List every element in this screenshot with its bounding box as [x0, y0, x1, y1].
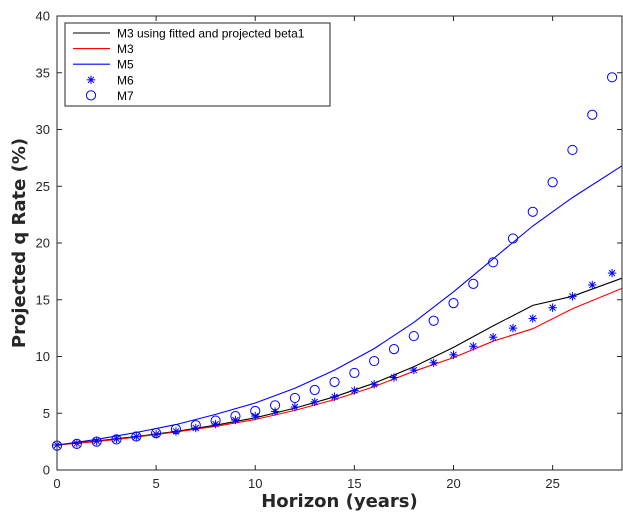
y-tick-label: 30	[36, 122, 50, 137]
series-m7-point	[448, 298, 459, 309]
series-m6-point	[528, 314, 537, 323]
series-m6-point	[429, 358, 438, 367]
series-m6-point	[409, 365, 419, 375]
series-m6-point	[310, 397, 319, 407]
y-axis-label: Projected q Rate (%)	[9, 138, 30, 348]
series-m6-point	[350, 386, 359, 395]
legend-label: M6	[117, 73, 134, 87]
series-m6-point	[588, 280, 597, 290]
series-m7-point	[547, 177, 558, 188]
series-m7-point	[289, 392, 300, 404]
series-m7-point	[369, 355, 380, 367]
y-tick-label: 35	[36, 65, 50, 80]
series-m7-point	[190, 420, 201, 431]
series-m6-point	[548, 303, 557, 312]
series-m7-point	[349, 367, 360, 379]
legend-entry-m7: M7	[85, 89, 134, 103]
x-tick-label: 0	[53, 476, 60, 491]
series-m6-point	[72, 439, 82, 448]
series-m6-point	[151, 430, 161, 439]
y-tick-label: 15	[36, 292, 50, 307]
series-m6-point	[568, 292, 577, 301]
series-m6-point	[449, 350, 458, 359]
series-m6-point	[171, 427, 181, 436]
legend-label: M3 using fitted and projected beta1	[117, 27, 305, 41]
series-m7-point	[587, 109, 598, 120]
series-m6-point	[508, 323, 518, 333]
series-m7-point	[309, 384, 320, 396]
series-m7-point	[388, 344, 400, 355]
series-m7-point	[91, 436, 102, 447]
x-axis-label: Horizon (years)	[261, 491, 418, 512]
series-m6-point	[132, 432, 141, 441]
series-m7-point	[428, 315, 439, 326]
legend-swatch	[86, 75, 96, 84]
y-tick-label: 25	[36, 179, 50, 194]
x-tick-label: 15	[347, 476, 361, 491]
series-m6-point	[389, 373, 399, 382]
legend-label: M3	[117, 42, 134, 56]
y-tick-label: 10	[36, 349, 50, 364]
legend-entry-m6: M6	[86, 73, 134, 87]
legend-entry-m3: M3	[73, 42, 134, 56]
series-m6-point	[290, 402, 300, 412]
series-m6-point	[251, 411, 260, 421]
x-tick-label: 20	[446, 476, 460, 491]
legend-label: M7	[117, 89, 134, 103]
series-m7-point	[567, 144, 578, 156]
x-tick-label: 10	[248, 476, 262, 491]
legend-label: M5	[117, 58, 134, 72]
series-m7-point	[408, 330, 419, 342]
series-m7-point	[488, 257, 499, 268]
y-tick-label: 20	[36, 236, 50, 251]
legend-entry-m5: M5	[73, 58, 134, 72]
x-tick-label: 25	[545, 476, 559, 491]
series-m6-point	[369, 380, 379, 389]
series-m7-point	[71, 438, 82, 449]
series-m6-point	[112, 434, 121, 443]
x-axis-ticks: 0 5 10 15 20 25	[53, 16, 560, 491]
x-tick-label: 5	[153, 476, 160, 491]
series-m5-line	[56, 165, 623, 446]
legend: M3 using fitted and projected beta1M3M5M…	[64, 22, 331, 107]
y-tick-label: 40	[36, 9, 50, 24]
y-axis-ticks: 0 5 10 15 20 25 30 35 40	[36, 9, 622, 478]
series-m7-point	[131, 431, 142, 442]
series-m7-point	[329, 376, 340, 388]
series-m7-point	[250, 405, 261, 417]
legend-swatch	[85, 90, 97, 101]
plot-frame	[56, 15, 623, 471]
series-m7-point	[527, 206, 538, 217]
series-m6-point	[92, 436, 101, 446]
series-m6-point	[488, 333, 498, 342]
series-m7-point	[210, 415, 221, 426]
y-tick-label: 0	[43, 463, 50, 478]
series-m6-point	[607, 268, 617, 278]
series-m7-point	[507, 233, 519, 244]
y-tick-label: 5	[43, 406, 50, 421]
series-m7-point	[151, 428, 162, 439]
series-m7-point	[606, 72, 618, 83]
series-m6-point	[191, 423, 200, 433]
series-m7-point	[468, 278, 479, 289]
legend-entry-m3-using-fitted-and-projected-beta1: M3 using fitted and projected beta1	[73, 27, 305, 41]
series-m7-point	[111, 434, 122, 445]
series-m6-point	[469, 342, 478, 351]
series-m7-point	[269, 400, 281, 411]
series-m6-point	[330, 392, 339, 401]
series-m7-point	[230, 410, 241, 422]
series-m7-point	[170, 424, 182, 435]
